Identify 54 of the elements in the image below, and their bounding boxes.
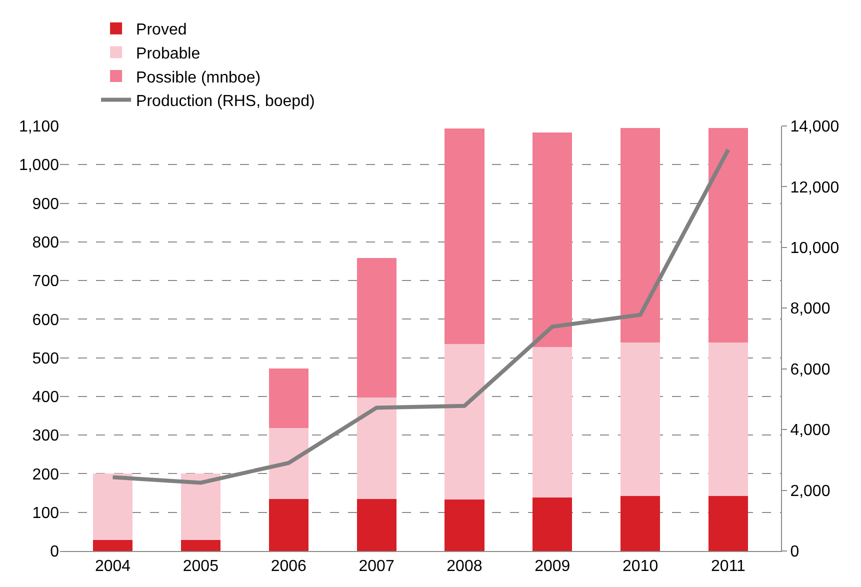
bar — [708, 496, 748, 551]
x-tick-label: 2007 — [358, 558, 394, 576]
bar — [356, 498, 396, 551]
y-tick-label: 100 — [32, 504, 60, 522]
bar — [620, 496, 660, 551]
bar — [620, 342, 660, 496]
bar — [180, 474, 220, 540]
legend-label: Probable — [136, 45, 200, 62]
bar — [268, 498, 308, 551]
bar — [532, 132, 572, 347]
bar — [444, 128, 484, 344]
y-tick-label: 500 — [32, 350, 60, 368]
x-tick-label: 2011 — [711, 558, 746, 576]
bar — [268, 428, 308, 499]
y-tick-label: 200 — [32, 466, 60, 484]
y2-tick-label: 12,000 — [790, 179, 840, 196]
bar — [708, 128, 748, 342]
x-tick-label: 2010 — [622, 558, 658, 576]
y2-tick-label: 2,000 — [790, 482, 830, 500]
bar — [708, 342, 748, 496]
x-tick-label: 2004 — [94, 558, 131, 576]
bar — [620, 128, 660, 342]
y-tick-label: 300 — [32, 428, 60, 445]
x-tick-label: 2009 — [534, 558, 570, 576]
y-tick-label: 1,100 — [18, 118, 60, 136]
bar — [268, 368, 308, 428]
legend-label: Possible (mnboe) — [136, 69, 261, 86]
legend-label: Proved — [136, 22, 187, 39]
y-tick-label: 400 — [32, 389, 60, 406]
y2-tick-label: 4,000 — [790, 422, 830, 440]
y-tick-label: 700 — [32, 273, 60, 290]
bar — [92, 540, 133, 551]
y-tick-label: 1,000 — [18, 157, 60, 174]
y-tick-label: 900 — [32, 196, 60, 213]
y-tick-label: 0 — [50, 544, 60, 561]
y2-tick-label: 8,000 — [790, 300, 830, 318]
y2-tick-label: 6,000 — [790, 361, 830, 378]
bar — [92, 474, 133, 540]
y-tick-label: 800 — [32, 234, 60, 252]
bar — [532, 498, 572, 551]
bar — [356, 398, 396, 499]
bar — [180, 540, 220, 551]
bar — [532, 347, 572, 498]
bar — [444, 344, 484, 500]
x-tick-label: 2006 — [270, 558, 307, 576]
x-tick-label: 2005 — [182, 558, 219, 576]
y2-tick-label: 0 — [790, 544, 800, 561]
y2-tick-label: 10,000 — [790, 240, 840, 258]
x-tick-label: 2008 — [446, 558, 482, 576]
bar — [444, 500, 484, 551]
legend-label: Production (RHS, boepd) — [136, 93, 315, 110]
y2-tick-label: 14,000 — [790, 118, 840, 136]
bar — [356, 258, 396, 398]
y-tick-label: 600 — [32, 312, 60, 329]
